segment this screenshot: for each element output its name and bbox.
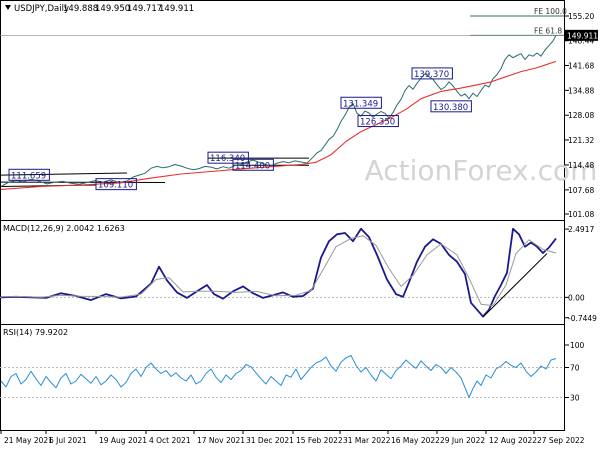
price-tick-label: 128.08	[568, 111, 594, 120]
macd-trendline	[482, 253, 548, 318]
price-tick-label: 107.68	[568, 186, 594, 195]
last-price-tag	[565, 29, 598, 41]
level-box-label: 109.110	[98, 181, 133, 191]
rsi-tick-label: 70	[570, 364, 580, 373]
price-layer: 155.20 148.44 141.68 134.88 128.08 121.32 114.…	[0, 7, 598, 219]
x-tick-label: 19 Aug 2021	[99, 436, 147, 445]
symbol-dropdown-icon[interactable]	[5, 5, 11, 10]
level-box	[232, 158, 274, 171]
level-box-label: 126.350	[360, 118, 395, 128]
x-tick-label: 21 May 2021	[4, 436, 53, 445]
x-tick-label: 31 Mar 2022	[343, 436, 391, 445]
level-box-label: 130.380	[433, 103, 468, 113]
x-tick-label: 31 Dec 2021	[246, 436, 294, 445]
macd-tick-label: 2.4917	[568, 225, 594, 234]
level-box-label: 116.340	[210, 154, 245, 164]
last-price-text: 149.911	[567, 31, 598, 40]
level-box	[430, 100, 472, 113]
price-panel	[0, 0, 565, 221]
x-tick-label: 6 Jul 2021	[49, 436, 87, 445]
macd-layer: 2.4917 0.00 -0.7449	[0, 225, 597, 323]
price-trendline	[0, 172, 128, 176]
x-tick-label: 4 Oct 2021	[149, 436, 191, 445]
macd-signal-line	[0, 235, 557, 307]
price-tick-label: 101.08	[568, 210, 594, 219]
x-tick-label: 16 May 2022	[391, 436, 440, 445]
x-tick-label: 27 Sep 2022	[537, 436, 585, 445]
x-tick-label: 29 Jun 2022	[440, 436, 485, 445]
price-tick-label: 134.88	[568, 86, 594, 95]
fe-level-label: FE 100.0	[534, 7, 567, 16]
price-tick-label: 148.44	[568, 37, 594, 46]
ohlc-open: 149.888	[63, 4, 98, 14]
level-box	[8, 168, 50, 181]
ohlc-close: 149.911	[159, 4, 194, 14]
ohlc-values: 149.888 149.950 149.717 149.911	[63, 4, 194, 14]
ohlc-high: 149.950	[95, 4, 130, 14]
macd-label: MACD(12,26,9) 2.0042 1.6263	[3, 224, 125, 233]
level-box	[357, 115, 399, 128]
moving-average-line	[0, 60, 557, 190]
level-box-label: 139.370	[414, 70, 449, 80]
price-tick-label: 114.48	[568, 161, 594, 170]
watermark: ActionForex.com	[365, 154, 598, 187]
level-box-label: 114.400	[235, 161, 270, 171]
fe-level-label: FE 61.8	[534, 26, 562, 35]
level-box	[95, 178, 137, 191]
rsi-panel	[0, 324, 565, 431]
rsi-layer: 100 70 30	[0, 341, 585, 403]
price-tick-label: 141.68	[568, 61, 594, 70]
x-tick-label: 15 Feb 2022	[296, 436, 343, 445]
symbol-label: USDJPY,Daily	[14, 4, 69, 14]
level-box	[340, 96, 382, 109]
x-tick-label: 12 Aug 2022	[489, 436, 537, 445]
level-box-label: 131.349	[343, 99, 378, 109]
level-box-label: 111.659	[11, 171, 46, 181]
macd-tick-label: 0.00	[568, 293, 585, 302]
rsi-tick-label: 100	[570, 341, 585, 350]
macd-line	[0, 227, 557, 318]
rsi-line	[0, 355, 557, 398]
rsi-label: RSI(14) 79.9202	[3, 328, 68, 337]
price-tick-label: 121.32	[568, 136, 594, 145]
price-line	[0, 35, 557, 187]
ohlc-low: 149.717	[127, 4, 162, 14]
price-tick-label: 155.20	[568, 12, 594, 21]
macd-tick-label: -0.7449	[568, 314, 597, 323]
rsi-tick-label: 30	[570, 394, 580, 403]
level-box	[411, 67, 453, 80]
macd-panel	[0, 220, 565, 325]
x-tick-label: 17 Nov 2021	[197, 436, 245, 445]
level-box	[207, 151, 249, 164]
